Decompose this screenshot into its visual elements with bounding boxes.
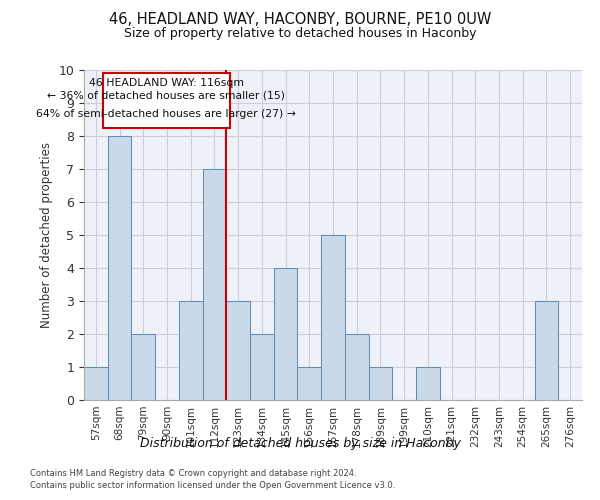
Bar bbox=[108, 136, 131, 400]
Bar bbox=[103, 72, 230, 128]
Text: ← 36% of detached houses are smaller (15): ← 36% of detached houses are smaller (15… bbox=[47, 90, 286, 101]
Text: 46 HEADLAND WAY: 116sqm: 46 HEADLAND WAY: 116sqm bbox=[89, 78, 244, 88]
Bar bbox=[203, 169, 226, 400]
Text: 46, HEADLAND WAY, HACONBY, BOURNE, PE10 0UW: 46, HEADLAND WAY, HACONBY, BOURNE, PE10 … bbox=[109, 12, 491, 28]
Text: Contains public sector information licensed under the Open Government Licence v3: Contains public sector information licen… bbox=[30, 481, 395, 490]
Text: 64% of semi-detached houses are larger (27) →: 64% of semi-detached houses are larger (… bbox=[37, 108, 296, 118]
Y-axis label: Number of detached properties: Number of detached properties bbox=[40, 142, 53, 328]
Bar bbox=[131, 334, 155, 400]
Bar bbox=[179, 301, 203, 400]
Bar bbox=[416, 367, 440, 400]
Bar bbox=[274, 268, 298, 400]
Bar bbox=[368, 367, 392, 400]
Bar bbox=[250, 334, 274, 400]
Bar bbox=[298, 367, 321, 400]
Text: Distribution of detached houses by size in Haconby: Distribution of detached houses by size … bbox=[140, 438, 460, 450]
Bar bbox=[84, 367, 108, 400]
Bar bbox=[226, 301, 250, 400]
Bar bbox=[321, 235, 345, 400]
Text: Contains HM Land Registry data © Crown copyright and database right 2024.: Contains HM Land Registry data © Crown c… bbox=[30, 469, 356, 478]
Text: Size of property relative to detached houses in Haconby: Size of property relative to detached ho… bbox=[124, 28, 476, 40]
Bar bbox=[345, 334, 368, 400]
Bar bbox=[535, 301, 558, 400]
